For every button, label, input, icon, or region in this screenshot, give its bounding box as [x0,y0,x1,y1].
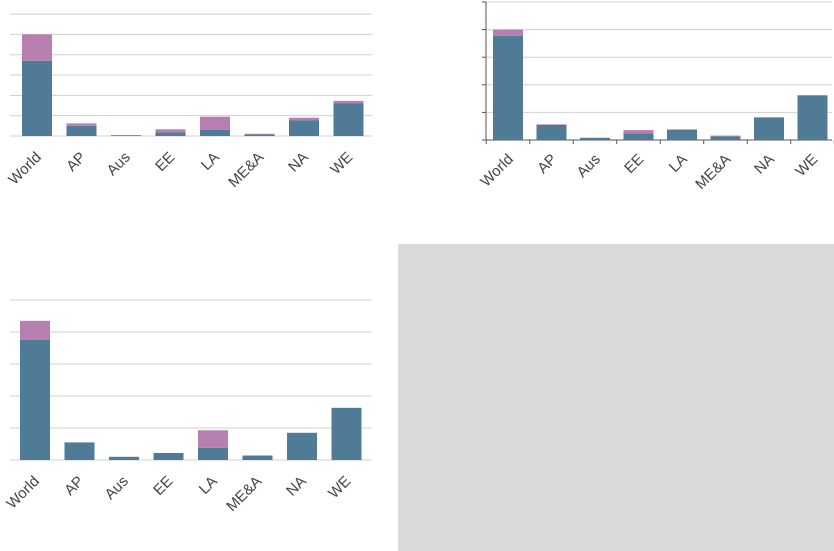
x-tick-label: LA [198,149,223,174]
bar-segment-base [667,129,697,140]
bar-segment-base [289,120,319,136]
x-tick-label: EE [150,473,176,499]
bar-segment-base [623,133,654,140]
x-tick-label: AP [534,151,560,177]
bar-segment-top [333,100,364,104]
x-tick-label: WE [792,151,821,180]
x-tick-label: LA [666,151,691,176]
x-tick-label: Aus [574,151,604,181]
x-tick-label: ME&A [225,149,267,191]
bar-segment-base [754,117,784,140]
x-tick-label: World [477,151,517,191]
x-tick-label: WE [325,473,354,502]
bar-segment-top [244,133,275,135]
bar-segment-top [20,320,50,340]
x-tick-label: Aus [102,473,132,503]
bar-segment-base [64,442,95,460]
bar-segment-base [493,35,523,140]
x-tick-label: ME&A [223,473,265,515]
bar-segment-base [20,340,50,460]
bar-chart-top-left: World AP Aus EE LA ME&A NA WE [5,13,372,191]
bar-segment-top [289,117,319,121]
gridlines [486,1,832,113]
bar-chart-bottom-left: World AP Aus EE LA ME&A NA WE [3,299,372,515]
gridlines [10,13,372,117]
bar-segment-top [198,430,228,448]
bar-segment-base [331,407,362,460]
x-tick-label: LA [196,473,221,498]
bar-segment-base [536,124,567,140]
x-tick-label: World [3,473,43,513]
bar-segment-base [580,137,610,140]
bar-segment-base [153,452,184,460]
bar-segment-base [797,95,828,140]
bar-segment-base [155,132,186,136]
bar-segment-base [333,103,364,136]
x-tick-label: AP [63,149,89,175]
bar-segment-base [244,134,275,136]
x-tick-label: NA [751,151,778,178]
bar-segment-top [200,116,230,130]
gridlines [10,299,372,429]
x-tick-label: EE [152,149,178,175]
x-tick-label: AP [61,473,87,499]
bar-chart-top-right: World AP Aus EE LA ME&A NA WE [477,1,834,193]
bar-segment-top [66,123,97,126]
bar-segment-base [198,447,228,460]
bar-segment-top [22,34,52,61]
x-tick-label: ME&A [692,151,734,193]
bar-segment-top [623,130,654,134]
bar-segment-base [66,125,97,136]
bar-segment-top [710,135,741,137]
bar-segment-base [111,135,141,136]
x-tick-label: World [5,149,45,189]
x-tick-label: NA [285,149,312,176]
bar-segment-base [22,60,52,136]
bar-segment-base [710,136,741,140]
x-tick-label: WE [327,149,356,178]
bar-segment-top [493,29,523,36]
bar-segment-top [536,124,567,125]
bar-segment-base [109,456,139,460]
x-tick-label: NA [283,473,310,500]
x-tick-label: Aus [104,149,134,179]
bar-segment-base [287,432,317,460]
x-tick-label: EE [621,151,647,177]
gray-placeholder-panel [398,244,834,551]
bar-segment-top [155,129,186,133]
bar-segment-base [200,129,230,136]
bar-segment-base [242,455,273,460]
